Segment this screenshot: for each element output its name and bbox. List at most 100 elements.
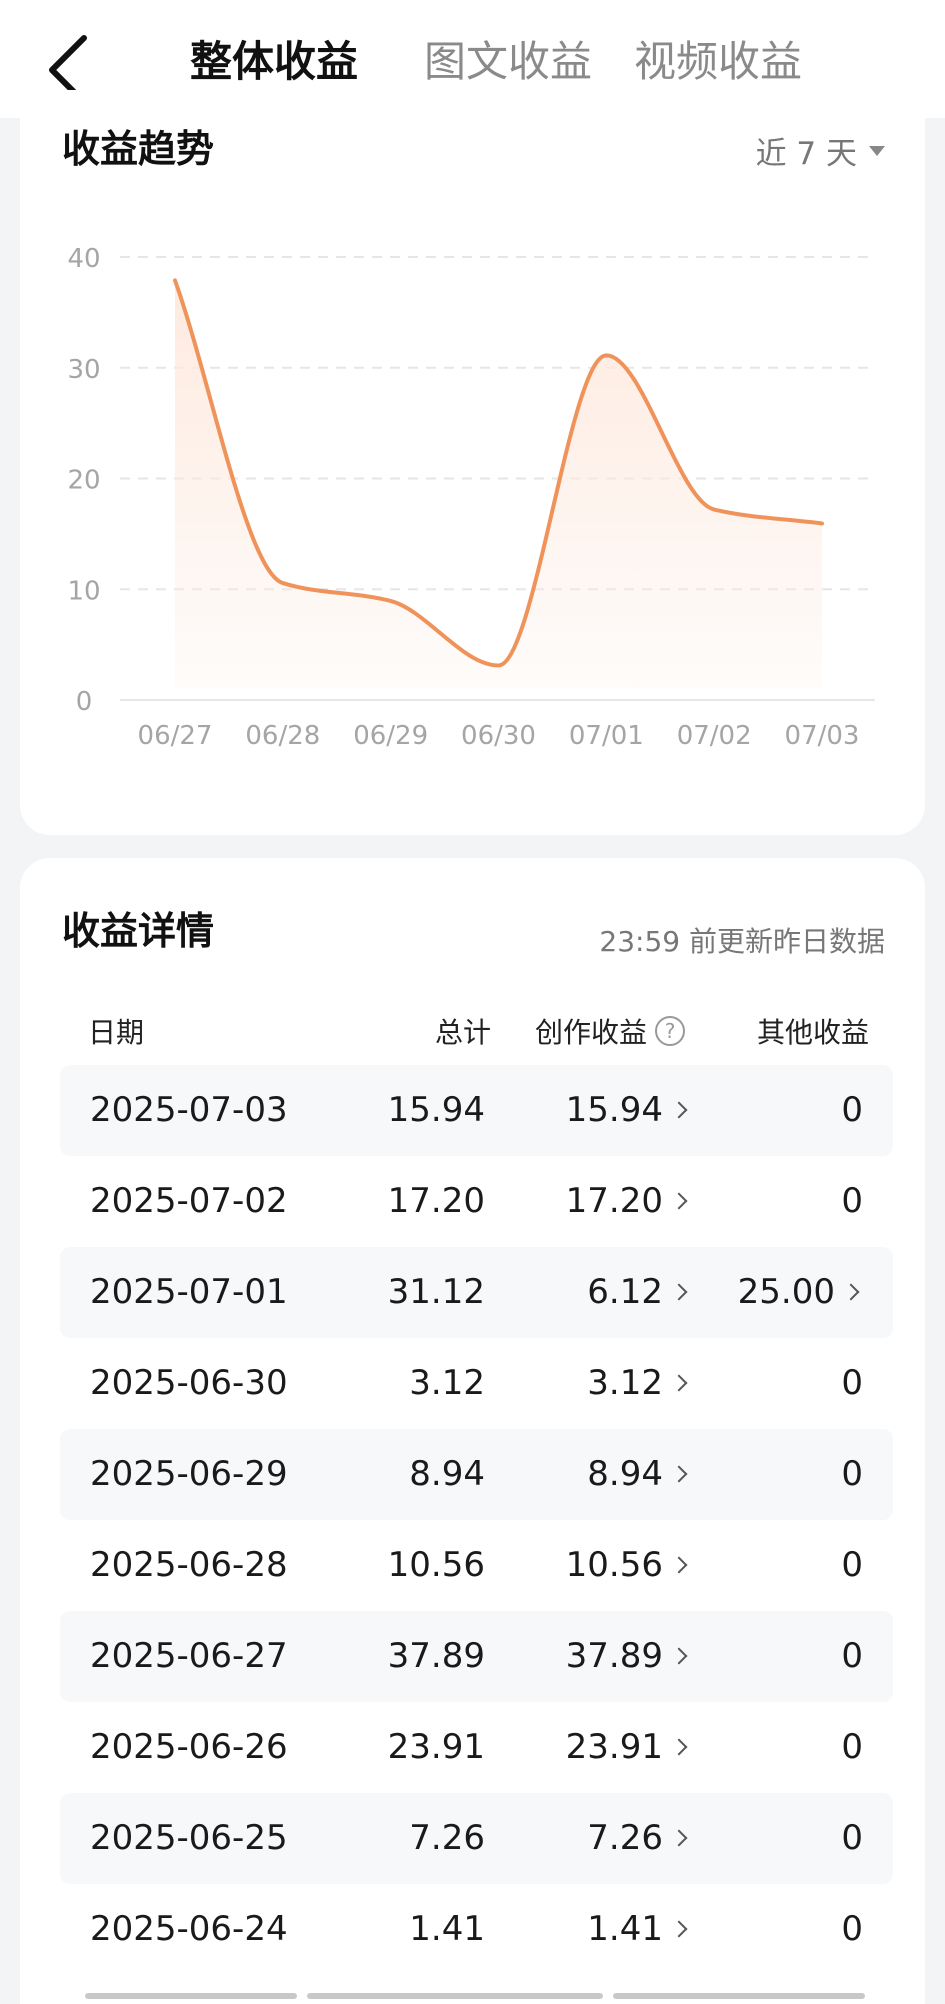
- row-other-earnings: 0: [841, 1635, 863, 1677]
- y-tick-label: 30: [67, 355, 100, 385]
- y-tick-label: 20: [67, 466, 100, 496]
- table-row: 2025-06-30 3.12 3.12 0: [60, 1338, 893, 1429]
- table-row: 2025-06-29 8.94 8.94 0: [60, 1429, 893, 1520]
- row-date: 2025-06-26: [90, 1727, 288, 1767]
- row-creation-earnings-link[interactable]: 15.94: [565, 1089, 688, 1131]
- row-other-value: 0: [841, 1181, 863, 1221]
- row-total: 7.26: [409, 1818, 485, 1858]
- data-point[interactable]: [603, 352, 609, 358]
- row-creation-earnings-link[interactable]: 7.26: [587, 1817, 688, 1859]
- row-creation-earnings-link[interactable]: 10.56: [565, 1544, 688, 1586]
- chevron-right-icon: [670, 1920, 688, 1938]
- row-other-value: 0: [841, 1727, 863, 1767]
- row-total: 10.56: [387, 1545, 485, 1585]
- chevron-right-icon: [842, 1283, 860, 1301]
- row-creation-value: 10.56: [565, 1545, 663, 1585]
- tab-video-earnings[interactable]: 视频收益: [634, 37, 803, 86]
- row-date: 2025-07-02: [90, 1181, 288, 1221]
- row-total: 31.12: [387, 1272, 485, 1312]
- detail-title: 收益详情: [62, 909, 215, 953]
- row-total: 23.91: [387, 1727, 485, 1767]
- x-tick-label: 07/02: [677, 721, 752, 751]
- chevron-right-icon: [670, 1374, 688, 1392]
- row-date: 2025-07-03: [90, 1090, 288, 1130]
- row-other-earnings: 0: [841, 1908, 863, 1950]
- data-point[interactable]: [280, 580, 286, 586]
- row-date: 2025-06-29: [90, 1454, 288, 1494]
- data-point[interactable]: [388, 598, 394, 604]
- x-tick-label: 07/01: [569, 721, 644, 751]
- row-creation-earnings-link[interactable]: 17.20: [565, 1180, 688, 1222]
- help-icon[interactable]: ?: [655, 1016, 685, 1046]
- column-header-creation: 创作收益 ?: [535, 1011, 685, 1051]
- row-creation-earnings-link[interactable]: 6.12: [587, 1271, 688, 1313]
- row-creation-earnings-link[interactable]: 23.91: [566, 1726, 688, 1768]
- chevron-right-icon: [670, 1192, 688, 1210]
- scroll-indicator: [85, 1993, 865, 1999]
- caret-down-icon: [869, 145, 885, 156]
- row-other-value: 0: [841, 1090, 863, 1130]
- row-date: 2025-06-27: [90, 1636, 288, 1676]
- chevron-right-icon: [670, 1738, 688, 1756]
- row-creation-value: 6.12: [587, 1272, 663, 1312]
- table-row: 2025-07-03 15.94 15.94 0: [60, 1065, 893, 1156]
- data-point[interactable]: [496, 662, 502, 668]
- table-row: 2025-07-01 31.12 6.12 25.00: [60, 1247, 893, 1338]
- row-total: 3.12: [409, 1363, 485, 1403]
- row-date: 2025-07-01: [90, 1272, 288, 1312]
- row-date: 2025-06-24: [90, 1909, 288, 1949]
- row-other-value: 0: [841, 1636, 863, 1676]
- table-row: 2025-06-26 23.91 23.91 0: [60, 1702, 893, 1793]
- data-point[interactable]: [711, 507, 717, 513]
- table-body: 2025-07-03 15.94 15.94 0 2025-07-02 17.20 17.2…: [60, 1065, 893, 1975]
- row-date: 2025-06-30: [90, 1363, 288, 1403]
- row-creation-earnings-link[interactable]: 1.41: [587, 1908, 688, 1950]
- row-other-value: 0: [841, 1545, 863, 1585]
- table-row: 2025-06-28 10.56 10.56 0: [60, 1520, 893, 1611]
- row-total: 8.94: [409, 1454, 485, 1494]
- row-creation-value: 7.26: [587, 1818, 663, 1858]
- row-creation-earnings-link[interactable]: 3.12: [587, 1362, 688, 1404]
- table-row: 2025-07-02 17.20 17.20 0: [60, 1156, 893, 1247]
- x-tick-label: 07/03: [785, 721, 860, 751]
- range-dropdown-label: 近 7 天: [755, 136, 857, 172]
- table-row: 2025-06-25 7.26 7.26 0: [60, 1793, 893, 1884]
- earnings-trend-chart: 0 10 20 30 40 06/27 06/28 06/29 06/30 07/01 07/02 0…: [67, 244, 875, 751]
- row-creation-value: 15.94: [565, 1090, 663, 1130]
- chevron-right-icon: [670, 1465, 688, 1483]
- row-other-earnings-link[interactable]: 25.00: [738, 1271, 860, 1313]
- series-area: [175, 280, 822, 688]
- x-tick-label: 06/27: [138, 721, 213, 751]
- row-creation-earnings-link[interactable]: 37.89: [565, 1635, 688, 1677]
- range-dropdown[interactable]: 近 7 天: [756, 128, 885, 173]
- update-note: 23:59 前更新昨日数据: [599, 925, 885, 958]
- row-other-value: 0: [841, 1818, 863, 1858]
- row-other-earnings: 0: [841, 1453, 863, 1495]
- tab-overall-earnings[interactable]: 整体收益: [190, 37, 359, 86]
- y-tick-label: 0: [76, 687, 93, 717]
- y-tick-label: 40: [67, 244, 100, 274]
- row-date: 2025-06-25: [90, 1818, 288, 1858]
- column-header-total: 总计: [434, 1016, 491, 1049]
- row-creation-earnings-link[interactable]: 8.94: [587, 1453, 688, 1495]
- row-other-earnings: 0: [841, 1726, 863, 1768]
- row-other-earnings: 0: [841, 1089, 863, 1131]
- earnings-detail-card: 收益详情 23:59 前更新昨日数据 日期 总计 创作收益 ? 其他收益 202…: [20, 858, 925, 2004]
- tab-article-earnings[interactable]: 图文收益: [424, 37, 593, 86]
- row-creation-value: 17.20: [565, 1181, 663, 1221]
- column-header-other: 其他收益: [756, 1016, 869, 1049]
- row-creation-value: 3.12: [587, 1363, 663, 1403]
- row-creation-value: 37.89: [565, 1636, 663, 1676]
- data-point[interactable]: [819, 520, 825, 526]
- data-point[interactable]: [172, 277, 178, 283]
- row-other-value: 0: [841, 1363, 863, 1403]
- table-row: 2025-06-24 1.41 1.41 0: [60, 1884, 893, 1975]
- table-row: 2025-06-27 37.89 37.89 0: [60, 1611, 893, 1702]
- column-header-date: 日期: [88, 1016, 145, 1049]
- row-other-earnings: 0: [841, 1180, 863, 1222]
- row-other-earnings: 0: [841, 1544, 863, 1586]
- table-header: 日期 总计 创作收益 ? 其他收益: [60, 993, 893, 1065]
- row-total: 15.94: [387, 1090, 485, 1130]
- row-other-earnings: 0: [841, 1817, 863, 1859]
- x-tick-label: 06/28: [245, 721, 320, 751]
